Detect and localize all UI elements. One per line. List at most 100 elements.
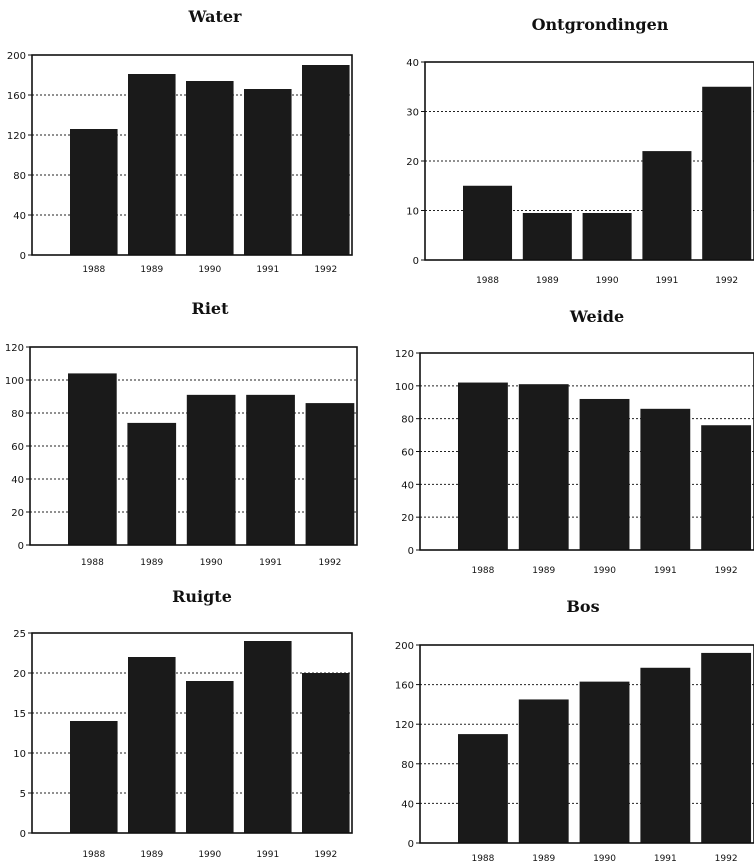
x-tick-label: 1990 (593, 854, 616, 864)
bar-1992 (701, 652, 752, 843)
y-tick-label: 5 (20, 789, 26, 800)
chart-panel-weide: Weide 0 20 40 60 80 100 120 1988 1989 1990 1991 1992 (395, 307, 754, 576)
x-tick-label: 1992 (314, 265, 337, 275)
bar-1992 (701, 425, 752, 550)
plot-frame (419, 644, 754, 844)
plot-frame (29, 346, 358, 546)
y-tick-label: 0 (20, 251, 26, 262)
y-tick-label: 20 (13, 669, 26, 680)
x-tick-label: 1989 (532, 854, 555, 864)
bar-1988 (70, 721, 118, 833)
y-tick-label: 200 (395, 641, 414, 652)
y-tick-label: 120 (395, 720, 414, 731)
y-tick-label: 120 (7, 131, 26, 142)
bar-1992 (302, 65, 350, 255)
bar-1991 (640, 667, 691, 843)
bar-1991 (244, 89, 292, 255)
bar-1988 (458, 734, 508, 843)
bar-1989 (127, 422, 177, 545)
x-tick-label: 1990 (198, 850, 221, 860)
plot-frame (31, 54, 353, 256)
bar-1991 (642, 151, 692, 260)
x-tick-label: 1992 (715, 566, 738, 576)
y-tick-label: 30 (406, 108, 419, 119)
chart-title: Ontgrondingen (532, 15, 669, 34)
y-tick-label: 0 (18, 541, 24, 552)
x-tick-label: 1988 (476, 276, 499, 286)
y-tick-label: 120 (5, 343, 24, 354)
y-tick-label: 10 (406, 207, 419, 218)
y-tick-label: 200 (7, 51, 26, 62)
bar-1992 (702, 86, 752, 260)
x-tick-label: 1992 (314, 850, 337, 860)
bar-1990 (186, 394, 236, 545)
y-tick-label: 40 (13, 211, 26, 222)
y-tick-label: 25 (13, 629, 26, 640)
x-tick-label: 1988 (471, 854, 494, 864)
bar-1990 (186, 81, 234, 255)
y-tick-label: 160 (7, 91, 26, 102)
x-tick-label: 1990 (596, 276, 619, 286)
y-tick-label: 0 (408, 839, 414, 850)
x-tick-label: 1989 (140, 558, 163, 568)
y-tick-label: 80 (13, 171, 26, 182)
bar-1991 (246, 394, 295, 545)
x-tick-label: 1990 (593, 566, 616, 576)
y-tick-label: 0 (413, 256, 419, 267)
x-tick-label: 1992 (319, 558, 342, 568)
x-tick-label: 1989 (532, 566, 555, 576)
y-tick-label: 40 (401, 799, 414, 810)
chart-panel-ontgrondingen: Ontgrondingen 0 10 20 30 40 1988 1989 1990 1991 19… (406, 15, 754, 286)
x-tick-label: 1989 (140, 850, 163, 860)
chart-panel-riet: Riet 0 20 40 60 80 100 120 1988 1989 1990 1991 1992 (5, 299, 358, 568)
y-tick-label: 15 (13, 709, 26, 720)
y-tick-label: 40 (11, 475, 24, 486)
y-tick-label: 20 (11, 508, 24, 519)
x-tick-label: 1990 (200, 558, 223, 568)
bar-1990 (579, 398, 630, 550)
y-tick-label: 100 (5, 376, 24, 387)
bar-1990 (186, 681, 234, 833)
bar-1990 (579, 681, 630, 843)
x-tick-label: 1990 (198, 265, 221, 275)
plot-frame (424, 61, 754, 261)
x-tick-label: 1991 (654, 854, 677, 864)
y-tick-label: 80 (11, 409, 24, 420)
chart-title: Riet (192, 299, 230, 318)
bar-1989 (128, 657, 176, 833)
y-tick-label: 100 (395, 382, 414, 393)
bar-1989 (518, 384, 569, 550)
y-tick-label: 40 (406, 58, 419, 69)
bar-1988 (463, 185, 513, 260)
x-tick-label: 1991 (655, 276, 678, 286)
x-tick-label: 1992 (715, 854, 738, 864)
bar-1991 (640, 408, 691, 550)
bar-1992 (302, 673, 350, 833)
bar-1992 (305, 403, 355, 545)
bar-1988 (68, 373, 117, 545)
chart-title: Weide (569, 307, 624, 326)
x-tick-label: 1988 (82, 850, 105, 860)
x-tick-label: 1991 (256, 265, 279, 275)
y-tick-label: 40 (401, 480, 414, 491)
bar-1989 (522, 212, 572, 260)
y-tick-label: 0 (408, 546, 414, 557)
chart-title: Bos (566, 597, 599, 616)
y-tick-label: 80 (401, 415, 414, 426)
bar-1990 (582, 212, 632, 260)
chart-panel-ruigte: Ruigte 0 5 10 15 20 25 1988 1989 1990 1991 1992 (13, 587, 353, 860)
bar-1989 (128, 74, 176, 255)
x-tick-label: 1988 (82, 265, 105, 275)
y-tick-label: 10 (13, 749, 26, 760)
x-tick-label: 1991 (654, 566, 677, 576)
chart-panel-bos: Bos 0 40 80 120 160 200 1988 1989 1990 1991 1992 (395, 597, 754, 864)
bar-1988 (70, 129, 118, 255)
y-tick-label: 80 (401, 760, 414, 771)
y-tick-label: 60 (11, 442, 24, 453)
bar-1989 (518, 699, 569, 843)
x-tick-label: 1989 (140, 265, 163, 275)
plot-frame (31, 632, 353, 834)
y-tick-label: 160 (395, 681, 414, 692)
x-tick-label: 1989 (536, 276, 559, 286)
